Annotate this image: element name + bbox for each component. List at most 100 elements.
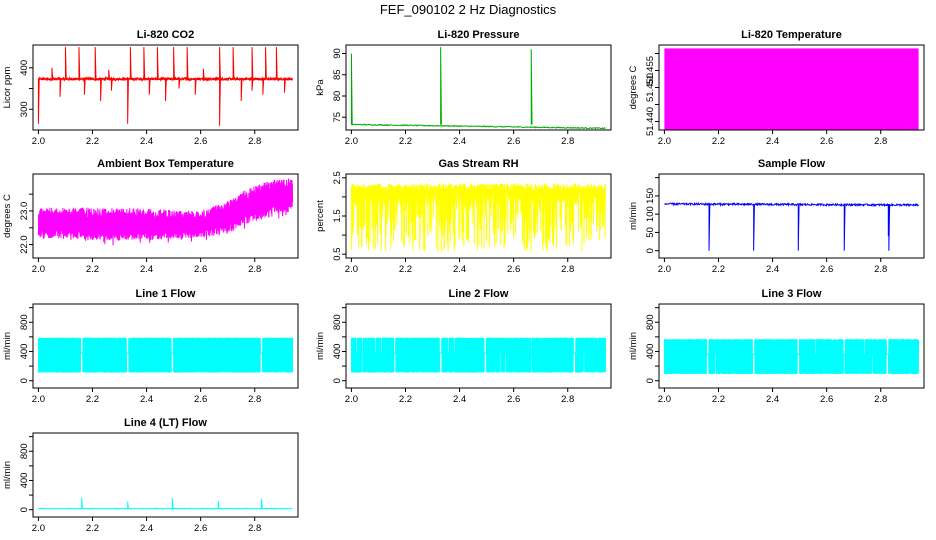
y-tick-label: 23.0 (19, 202, 30, 221)
x-tick-label: 2.6 (507, 264, 520, 275)
x-tick-label: 2.2 (712, 394, 725, 405)
x-tick-label: 2.8 (248, 264, 261, 275)
y-axis-label: Licor ppm (2, 67, 13, 109)
x-tick-label: 2.8 (561, 394, 574, 405)
x-tick-label: 2.6 (194, 394, 207, 405)
y-tick-label: 0 (645, 378, 656, 383)
y-tick-label: 400 (19, 60, 30, 76)
y-tick-label: 800 (19, 314, 30, 330)
data-series (664, 201, 920, 251)
y-tick-label: 0 (19, 378, 30, 383)
x-tick-label: 2.4 (453, 394, 466, 405)
x-tick-label: 2.8 (561, 264, 574, 275)
x-tick-label: 2.2 (86, 523, 99, 534)
panel-title: Sample Flow (758, 158, 826, 170)
y-tick-label: 150 (645, 188, 656, 204)
data-series (664, 48, 919, 130)
x-tick-label: 2.0 (345, 264, 358, 275)
x-tick-label: 2.2 (399, 264, 412, 275)
x-tick-label: 2.0 (32, 136, 45, 147)
plot-frame (345, 303, 612, 389)
y-tick-label: 100 (645, 206, 656, 222)
panel-4: Ambient Box Temperature degrees C 2.0 2.2 2.… (2, 158, 299, 275)
x-tick-label: 2.6 (507, 136, 520, 147)
figure-title: FEF_090102 2 Hz Diagnostics (380, 2, 557, 17)
x-tick-label: 2.0 (658, 394, 671, 405)
x-tick-label: 2.8 (248, 394, 261, 405)
data-series (350, 183, 607, 253)
y-axis-label: ml/min (2, 461, 13, 489)
y-tick-label: 400 (19, 473, 30, 489)
x-tick-label: 2.0 (32, 264, 45, 275)
panel-title: Li-820 Temperature (741, 29, 842, 41)
panel-2: Li-820 Pressure kPa 2.0 2.2 2.4 2.6 2.8 75 80 85 9… (315, 29, 612, 147)
x-tick-label: 2.8 (248, 136, 261, 147)
x-tick-label: 2.0 (658, 264, 671, 275)
panel-1: Li-820 CO2 Licor ppm 2.0 2.2 2.4 2.6 2.8 300 400 (2, 29, 299, 147)
panel-10: Line 4 (LT) Flow ml/min 2.0 2.2 2.4 2.6 2.8 0 40… (2, 417, 299, 534)
y-axis-label: ml/min (628, 202, 639, 230)
x-tick-label: 2.4 (453, 264, 466, 275)
panel-title: Li-820 CO2 (137, 29, 194, 41)
x-tick-label: 2.6 (820, 136, 833, 147)
y-tick-label: 22.0 (19, 235, 30, 254)
y-axis-label: degrees C (628, 65, 639, 109)
plot-frame (658, 303, 925, 389)
x-tick-label: 2.4 (140, 264, 153, 275)
panel-title: Line 2 Flow (449, 288, 509, 300)
x-tick-label: 2.6 (194, 136, 207, 147)
data-series (37, 178, 294, 246)
x-tick-label: 2.4 (140, 136, 153, 147)
y-tick-label: 51.450 (645, 73, 656, 102)
y-tick-label: 300 (19, 101, 30, 117)
y-tick-label: 0 (332, 378, 343, 383)
data-series (37, 337, 294, 373)
panel-title: Ambient Box Temperature (97, 158, 234, 170)
y-tick-label: 800 (19, 443, 30, 459)
panel-8: Line 2 Flow ml/min 2.0 2.2 2.4 2.6 2.8 0 400 800 (315, 288, 612, 405)
data-series (663, 339, 920, 375)
y-axis-label: kPa (315, 79, 326, 96)
plot-frame (658, 173, 925, 259)
plot-frame (32, 303, 299, 389)
y-tick-label: 50 (645, 227, 656, 238)
y-tick-label: 800 (332, 314, 343, 330)
panel-5: Gas Stream RH percent 2.0 2.2 2.4 2.6 2.8 0.5 1.… (315, 158, 612, 275)
x-tick-label: 2.2 (86, 136, 99, 147)
x-tick-label: 2.8 (874, 264, 887, 275)
y-tick-label: 80 (332, 91, 343, 102)
data-series (38, 497, 293, 510)
y-tick-label: 400 (19, 344, 30, 360)
panel-7: Line 1 Flow ml/min 2.0 2.2 2.4 2.6 2.8 0 400 800 (2, 288, 299, 405)
x-tick-label: 2.6 (820, 264, 833, 275)
x-tick-label: 2.4 (453, 136, 466, 147)
y-tick-label: 0 (19, 507, 30, 512)
data-series (37, 47, 294, 126)
y-tick-label: 90 (332, 48, 343, 59)
panel-title: Li-820 Pressure (438, 29, 520, 41)
y-tick-label: 51.455 (645, 56, 656, 85)
x-tick-label: 2.8 (561, 136, 574, 147)
x-tick-label: 2.4 (766, 394, 779, 405)
x-tick-label: 2.2 (712, 136, 725, 147)
plot-frame (345, 44, 612, 131)
x-tick-label: 2.2 (86, 264, 99, 275)
x-tick-label: 2.2 (399, 394, 412, 405)
x-tick-label: 2.0 (32, 394, 45, 405)
panel-title: Gas Stream RH (438, 158, 518, 170)
x-tick-label: 2.2 (712, 264, 725, 275)
plot-frame (32, 173, 299, 259)
x-tick-label: 2.0 (345, 394, 358, 405)
y-axis-label: ml/min (628, 332, 639, 360)
y-tick-label: 400 (645, 344, 656, 360)
y-tick-label: 0 (645, 248, 656, 253)
y-tick-label: 85 (332, 69, 343, 80)
x-tick-label: 2.8 (874, 136, 887, 147)
x-tick-label: 2.4 (766, 264, 779, 275)
x-tick-label: 2.8 (874, 394, 887, 405)
plot-frame (32, 432, 299, 518)
y-axis-label: ml/min (2, 332, 13, 360)
y-tick-label: 51.440 (645, 107, 656, 136)
x-tick-label: 2.6 (507, 394, 520, 405)
y-tick-label: 2.5 (332, 171, 343, 184)
